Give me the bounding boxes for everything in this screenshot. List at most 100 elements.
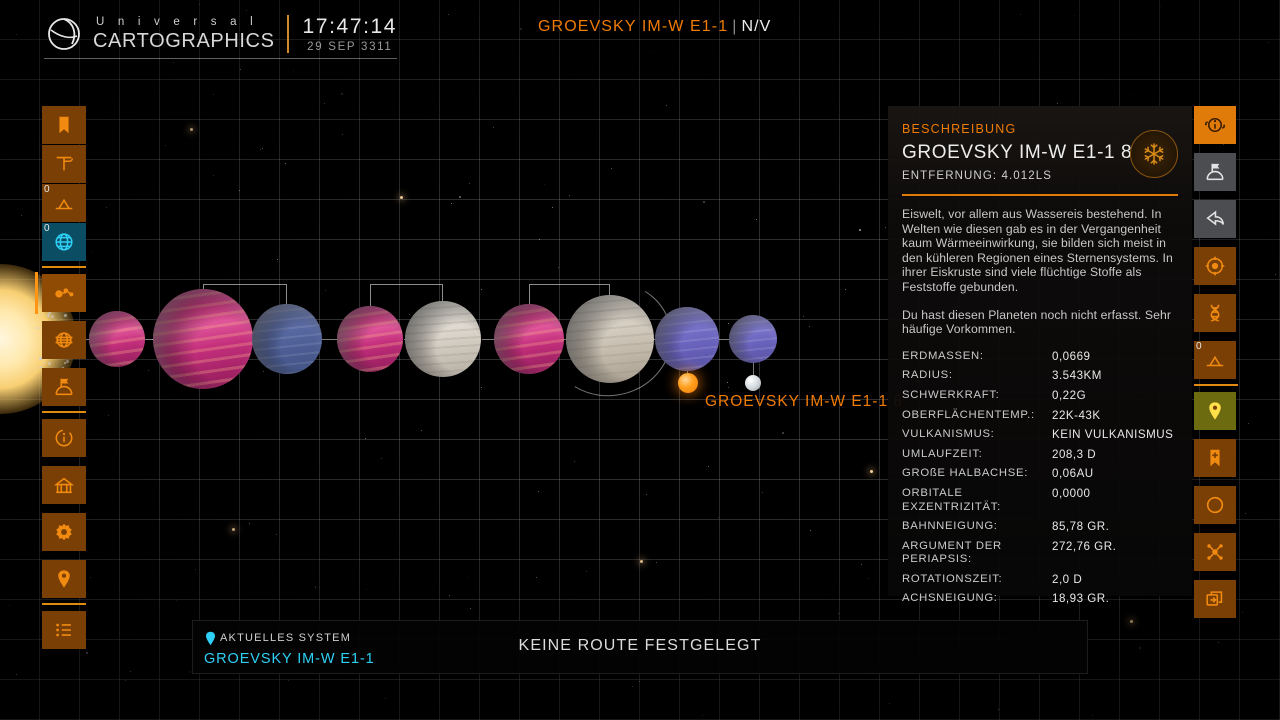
route-status: KEINE ROUTE FESTGELEGT (518, 637, 762, 654)
stat-row: RADIUS: 3.543KM (902, 369, 1178, 383)
toolbar-item-system-map[interactable] (35, 272, 86, 314)
toolbar-item-bookmarks[interactable] (42, 106, 86, 144)
stat-key: ORBITALE EXZENTRIZITÄT: (902, 486, 1001, 513)
description-paragraph-2: Du hast diesen Planeten noch nicht erfas… (902, 307, 1172, 337)
stat-value: 2,0 D (1052, 572, 1083, 586)
toolbar-separator (1194, 384, 1238, 386)
panel-distance: ENTFERNUNG: 4.012LS (902, 170, 1178, 182)
panel-description: Eiswelt, vor allem aus Wassereis bestehe… (902, 207, 1178, 337)
flag-globe-icon (1204, 161, 1226, 183)
stat-key: BAHNNEIGUNG: (902, 520, 998, 533)
universal-cartographics-globe-icon (48, 18, 80, 50)
stat-key: GROßE HALBACHSE: (902, 467, 1029, 480)
stat-row: ORBITALE EXZENTRIZITÄT: 0,0000 (902, 487, 1178, 514)
toolbar-item-landing-pads[interactable]: 0 (1194, 341, 1236, 379)
stat-row: VULKANISMUS: KEIN VULKANISMUS (902, 428, 1178, 442)
toolbar-item-back-return[interactable] (1194, 200, 1236, 238)
stat-key: OBERFLÄCHENTEMP.: (902, 408, 1035, 421)
dna-helix-icon (1204, 302, 1226, 324)
crescent-moon-icon (1204, 494, 1226, 516)
stat-value: 0,0000 (1052, 486, 1091, 500)
stat-value: 272,76 GR. (1052, 539, 1117, 553)
stat-key: SCHWERKRAFT: (902, 388, 1000, 401)
toolbar-gap (42, 650, 98, 720)
system-title: GROEVSKY IM-W E1-1 | N/V (538, 18, 771, 36)
stat-value: 0,06AU (1052, 467, 1094, 481)
system-title-separator: | (732, 18, 738, 35)
toolbar-item-government[interactable] (42, 466, 86, 504)
description-paragraph-1: Eiswelt, vor allem aus Wassereis bestehe… (902, 207, 1173, 294)
government-building-icon (53, 474, 75, 496)
stat-row: ACHSNEIGUNG: 18,93 GR. (902, 592, 1178, 606)
orrery-globe-icon (53, 329, 75, 351)
bottom-status-bar: AKTUELLES SYSTEM GROEVSKY IM-W E1-1 KEIN… (192, 620, 1088, 674)
panel-divider (902, 194, 1178, 196)
stat-value: KEIN VULKANISMUS (1052, 428, 1174, 442)
toolbar-item-body-list[interactable] (42, 611, 86, 649)
toolbar-separator (42, 266, 86, 268)
toolbar-item-add-bookmark[interactable] (1194, 439, 1236, 477)
toolbar-item-body-info[interactable] (1194, 106, 1236, 144)
panel-distance-label: ENTFERNUNG: (902, 170, 998, 182)
toolbar-item-faction-flag[interactable] (42, 368, 86, 406)
stat-row: OBERFLÄCHENTEMP.: 22K-43K (902, 409, 1178, 423)
signal-tower-icon (53, 153, 75, 175)
target-circle-icon (1204, 255, 1226, 277)
bookmark-icon (53, 114, 75, 136)
system-map-icon (53, 282, 75, 304)
stat-key: VULKANISMUS: (902, 428, 995, 441)
stat-row: SCHWERKRAFT: 0,22G (902, 389, 1178, 403)
toolbar-item-orrery-view[interactable] (42, 321, 86, 359)
flag-globe-icon (53, 376, 75, 398)
toolbar-item-star-class[interactable] (42, 513, 86, 551)
stat-row: GROßE HALBACHSE: 0,06AU (902, 467, 1178, 481)
toolbar-separator (42, 411, 86, 413)
system-title-name: GROEVSKY IM-W E1-1 (538, 18, 729, 35)
clock-date: 29 SEP 3311 (307, 40, 393, 53)
toolbar-item-biology-signals[interactable] (1194, 294, 1236, 332)
bookmark-plus-icon (1204, 447, 1226, 469)
toolbar-item-badge: 0 (44, 223, 50, 234)
toolbar-item-claim-discovery[interactable] (1194, 153, 1236, 191)
toolbar-item-target-body[interactable] (1194, 247, 1236, 285)
body-info-panel: BESCHREIBUNG GROEVSKY IM-W E1-1 8 A ENTF… (888, 106, 1192, 605)
map-pin-icon (1204, 400, 1226, 422)
toolbar-item-landing-pads[interactable]: 0 (42, 184, 86, 222)
toolbar-item-orbit-nodes[interactable] (1194, 533, 1236, 571)
orbit-nodes-icon (1204, 541, 1226, 563)
toolbar-item-copy-data[interactable] (1194, 580, 1236, 618)
header-divider (286, 15, 289, 53)
selection-accent-bar (35, 272, 38, 314)
stat-key: ROTATIONSZEIT: (902, 572, 1003, 585)
landing-pad-icon (1204, 349, 1226, 371)
stat-value: 208,3 D (1052, 447, 1097, 461)
toolbar-item-moon-phase[interactable] (1194, 486, 1236, 524)
toolbar-item-signal-source[interactable] (42, 145, 86, 183)
stat-key: ACHSNEIGUNG: (902, 592, 998, 605)
stat-row: BAHNNEIGUNG: 85,78 GR. (902, 520, 1178, 534)
stat-key: RADIUS: (902, 369, 953, 382)
stat-value: 85,78 GR. (1052, 520, 1110, 534)
info-circle-icon (53, 427, 75, 449)
stat-key: ERDMASSEN: (902, 349, 984, 362)
stat-row: UMLAUFZEIT: 208,3 D (902, 448, 1178, 462)
stat-value: 18,93 GR. (1052, 592, 1110, 606)
toolbar-item-location-pin[interactable] (42, 560, 86, 598)
brand-top: U n i v e r s a l (96, 15, 258, 28)
sun-gear-icon (53, 521, 75, 543)
toolbar-item-badge: 0 (1196, 341, 1202, 352)
header-rule (44, 58, 398, 59)
toolbar-item-planetary-bodies[interactable]: 0 (42, 223, 86, 261)
app-header: U n i v e r s a l CARTOGRAPHICS 17:47:14… (44, 14, 398, 59)
stat-key: UMLAUFZEIT: (902, 447, 983, 460)
toolbar-item-badge: 0 (44, 184, 50, 195)
clock-time: 17:47:14 (302, 14, 398, 38)
snowflake-icon (1144, 143, 1164, 165)
toolbar-item-set-waypoint[interactable] (1194, 392, 1236, 430)
stat-value: 3.543KM (1052, 369, 1102, 383)
map-pin-icon (53, 568, 75, 590)
toolbar-item-system-info[interactable] (42, 419, 86, 457)
copy-icon (1204, 588, 1226, 610)
planet-info-icon (1204, 114, 1226, 136)
